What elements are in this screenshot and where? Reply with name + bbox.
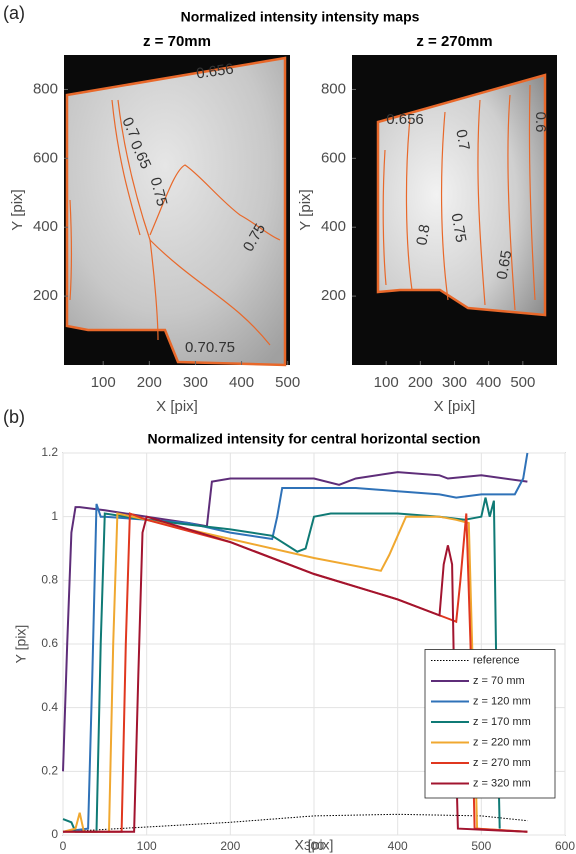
- subplot-title: z = 270mm: [416, 33, 492, 50]
- y-tick-label: 0.2: [41, 764, 58, 778]
- legend-label: z = 320 mm: [473, 777, 531, 789]
- x-tick-label: 100: [91, 374, 116, 391]
- x-tick-label: 200: [137, 374, 162, 391]
- y-axis-label: Y [pix]: [297, 189, 314, 230]
- y-tick-label: 600: [321, 149, 346, 166]
- x-tick-label: 400: [229, 374, 254, 391]
- y-tick-label: 200: [33, 287, 58, 304]
- x-tick-label: 300: [183, 374, 208, 391]
- contour-line: [117, 99, 159, 341]
- panel-label: (b): [3, 407, 25, 427]
- x-tick-label: 300: [442, 374, 467, 391]
- contour-line: [382, 149, 387, 286]
- x-tick-label: 600: [555, 839, 575, 853]
- legend-label: z = 170 mm: [473, 716, 531, 728]
- contour-label: 0.70.75: [185, 339, 235, 356]
- contour-line: [111, 99, 141, 236]
- contour-line: [405, 117, 413, 291]
- legend-label: reference: [473, 654, 519, 666]
- data-line: [62, 471, 528, 772]
- contour-line: [528, 84, 536, 301]
- contour-label: 0.75: [448, 212, 470, 244]
- legend-box: [424, 649, 556, 799]
- legend-label: z = 120 mm: [473, 695, 531, 707]
- y-tick-label: 400: [321, 218, 346, 235]
- contour-line: [69, 199, 73, 301]
- x-tick-label: 200: [408, 374, 433, 391]
- y-tick-label: 0.4: [41, 700, 58, 714]
- y-axis-label: Y [pix]: [13, 625, 29, 664]
- y-tick-label: 800: [33, 80, 58, 97]
- intensity-image: [378, 75, 545, 315]
- contour-line: [477, 99, 486, 306]
- figure-title: Normalized intensity intensity maps: [181, 9, 420, 25]
- contour-label: 0.6: [532, 112, 549, 133]
- x-tick-label: 0: [60, 839, 67, 853]
- x-tick-label: 300: [304, 839, 324, 853]
- x-tick-label: 100: [137, 839, 157, 853]
- data-line: [62, 452, 529, 833]
- x-axis-label: X [pix]: [434, 398, 476, 415]
- panel-label: (a): [3, 3, 25, 23]
- y-tick-label: 200: [321, 287, 346, 304]
- intensity-image: [67, 58, 285, 365]
- legend-label: z = 220 mm: [473, 736, 531, 748]
- contour-label: 0.65: [494, 249, 516, 281]
- x-tick-label: 500: [510, 374, 535, 391]
- contour-label: 0.8: [413, 223, 433, 246]
- subplot-title: z = 70mm: [143, 33, 211, 50]
- x-tick-label: 400: [388, 839, 408, 853]
- contour-outline: [65, 56, 287, 367]
- contour-label: 0.7: [452, 128, 472, 151]
- legend-label: z = 270 mm: [473, 757, 531, 769]
- legend-label: z = 70 mm: [473, 675, 525, 687]
- contour-line: [149, 164, 281, 241]
- x-tick-label: 400: [476, 374, 501, 391]
- y-tick-label: 1.2: [41, 445, 58, 459]
- data-line: [62, 497, 501, 833]
- y-tick-label: 0.8: [41, 573, 58, 587]
- contour-line: [149, 239, 271, 346]
- y-tick-label: 600: [33, 149, 58, 166]
- x-tick-label: 200: [220, 839, 240, 853]
- y-tick-label: 1: [51, 509, 58, 523]
- x-tick-label: 100: [374, 374, 399, 391]
- x-tick-label: 500: [471, 839, 491, 853]
- chart-title: Normalized intensity for central horizon…: [148, 431, 481, 447]
- contour-line: [507, 94, 516, 311]
- contour-label: 0.75: [147, 176, 171, 209]
- x-tick-label: 500: [275, 374, 300, 391]
- x-axis-label: X [pix]: [295, 837, 334, 853]
- y-axis-label: Y [pix]: [9, 189, 26, 230]
- contour-outline: [376, 73, 547, 317]
- contour-label: 0.656: [195, 60, 235, 82]
- x-axis-label: X [pix]: [156, 398, 198, 415]
- contour-label: 0.656: [386, 111, 424, 128]
- contour-line: [440, 111, 449, 301]
- y-tick-label: 800: [321, 80, 346, 97]
- y-tick-label: 0: [51, 827, 58, 841]
- y-tick-label: 0.6: [41, 636, 58, 650]
- y-tick-label: 400: [33, 218, 58, 235]
